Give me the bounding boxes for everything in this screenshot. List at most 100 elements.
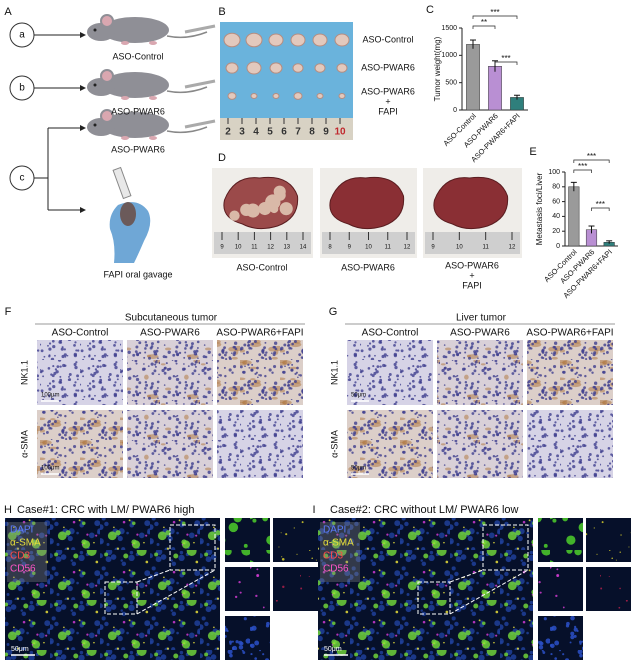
ruler <box>425 232 520 254</box>
label: c <box>20 173 25 184</box>
ruler-number: 14 <box>300 245 307 251</box>
syringe <box>112 166 132 200</box>
fluorescence-inset <box>225 616 270 660</box>
zoom-box <box>169 524 216 571</box>
ruler-number: 11 <box>483 245 490 251</box>
ruler-number: 9 <box>431 245 435 251</box>
significance-bracket <box>573 159 610 163</box>
mouse-feet <box>121 41 129 45</box>
panel-letter: G <box>329 306 338 318</box>
ihc-image <box>347 410 433 478</box>
tumor <box>316 92 324 100</box>
tumor <box>272 92 280 100</box>
label: ASO-PWAR6 <box>140 328 200 339</box>
label: ASO-Control <box>52 328 109 339</box>
label: Case#1: CRC with LM/ PWAR6 high <box>17 504 195 516</box>
mouse-feet <box>149 96 157 100</box>
bar <box>466 44 480 111</box>
ruler-number: 13 <box>283 245 290 251</box>
panel-letter: F <box>5 306 12 318</box>
significance-bracket <box>494 61 518 65</box>
significance-label: *** <box>596 200 605 209</box>
scale-bar-label: 50μm <box>11 646 29 653</box>
mouse-ear <box>100 14 114 28</box>
fluorescence-inset <box>273 518 318 562</box>
hand <box>109 202 151 263</box>
label: + <box>385 96 390 106</box>
mouse-feet <box>121 96 129 100</box>
tumor <box>312 33 328 47</box>
panel-letter: I <box>312 504 315 516</box>
metastasis <box>245 203 260 218</box>
ruler-number: 11 <box>385 245 392 251</box>
fluorescence-inset <box>538 518 583 562</box>
label: NK1.1 <box>329 360 339 385</box>
ihc-image <box>347 340 433 405</box>
significance-label: *** <box>578 162 587 171</box>
panel-letter: C <box>426 4 434 16</box>
legend-entry: CD56 <box>323 564 349 575</box>
scale-bar-label: 100μm <box>41 466 59 472</box>
y-tick-label: 1000 <box>441 52 457 59</box>
label: ASO-Control <box>362 328 419 339</box>
label: ASO-PWAR6 <box>341 262 395 272</box>
zoom-box <box>417 581 451 615</box>
ihc-image <box>127 340 213 405</box>
ihc-image <box>217 340 303 405</box>
fluorescence-inset <box>586 567 631 611</box>
ruler-number: 10 <box>456 245 463 251</box>
ruler-number: 9 <box>348 245 352 251</box>
tumor <box>245 32 263 48</box>
ruler-number: 4 <box>253 127 259 138</box>
label: Liver tumor <box>456 313 507 324</box>
bar <box>488 66 502 111</box>
y-tick-label: 20 <box>552 228 560 235</box>
fluorescence-inset <box>586 518 631 562</box>
mouse-head <box>120 202 136 226</box>
label: FAPI oral gavage <box>103 269 172 279</box>
label: ASO-PWAR6 <box>361 86 415 96</box>
tumor <box>269 62 283 74</box>
tumor <box>225 62 239 74</box>
panel-letter: B <box>218 6 225 18</box>
mouse-eye <box>93 123 97 127</box>
mouse-feet <box>121 136 129 140</box>
zoom-box <box>482 524 529 571</box>
liver <box>433 176 509 230</box>
label: ASO-PWAR6+FAPI <box>216 328 303 339</box>
label: α-SMA <box>19 430 29 458</box>
zoom-lines <box>449 569 529 615</box>
mouse-eye <box>93 83 97 87</box>
panel-letter: D <box>218 152 226 164</box>
ruler-number: 10 <box>334 127 346 138</box>
label: ASO-PWAR6+FAPI <box>526 328 613 339</box>
ruler <box>322 232 415 254</box>
zoom-box <box>104 581 138 615</box>
liver <box>329 176 405 230</box>
significance-bracket <box>591 207 610 211</box>
tumor <box>293 92 303 100</box>
zoom-lines <box>136 569 216 615</box>
y-tick-label: 80 <box>552 184 560 191</box>
ruler-number: 12 <box>509 245 516 251</box>
syringe <box>184 79 216 89</box>
significance-label: *** <box>490 8 499 17</box>
mouse-body <box>101 72 169 98</box>
tumor <box>314 63 326 73</box>
y-tick-label: 0 <box>556 243 560 250</box>
label: NK1.1 <box>19 360 29 385</box>
panel-letter: H <box>4 504 12 516</box>
legend-entry: α-SMA <box>323 538 354 549</box>
fluorescence-inset <box>538 616 583 660</box>
mouse-feet <box>149 136 157 140</box>
mouse-body <box>101 112 169 138</box>
label: ASO-PWAR6 <box>111 106 165 116</box>
ihc-image <box>437 410 523 478</box>
fluorescence-inset <box>538 567 583 611</box>
y-tick-label: 60 <box>552 198 560 205</box>
label: ASO-Control <box>236 262 287 272</box>
ruler-number: 8 <box>328 245 332 251</box>
tumor <box>292 63 304 73</box>
y-tick-label: 0 <box>453 107 457 114</box>
mouse-tail <box>166 31 208 39</box>
